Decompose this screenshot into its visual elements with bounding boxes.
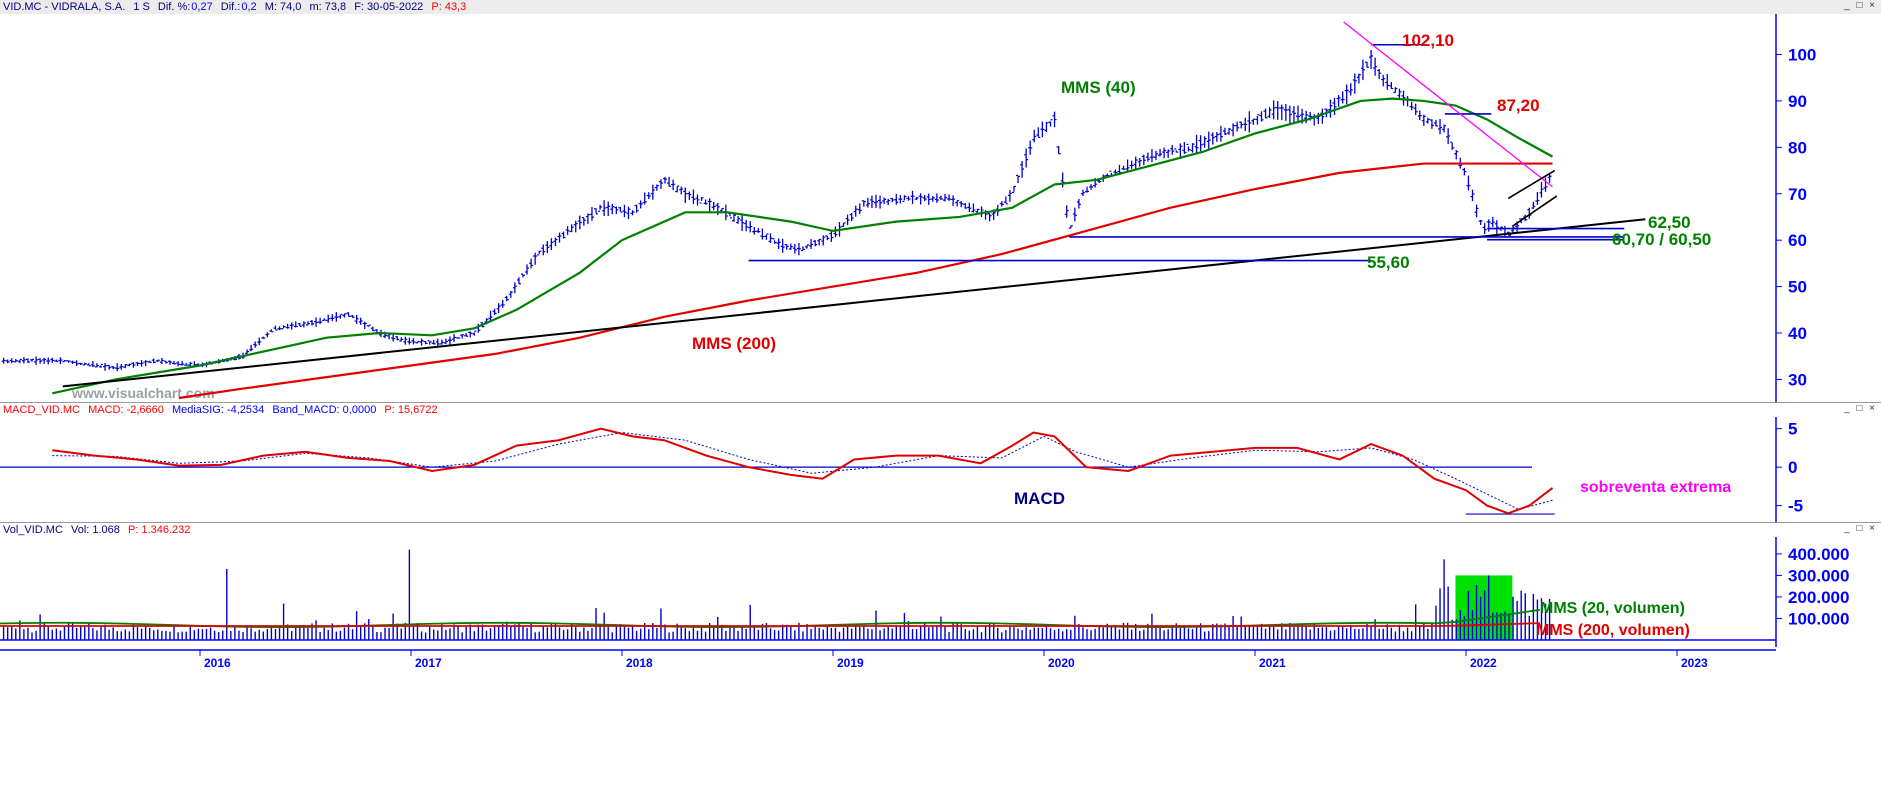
price-y-tick-label: 90 <box>1788 92 1807 111</box>
time-tick-label: 2019 <box>837 656 864 670</box>
symbol-label: VID.MC - VIDRALA, S.A. <box>3 1 126 13</box>
label-vol-mms200: MMS (200, volumen) <box>1536 622 1690 639</box>
macd-name: MACD_VID.MC <box>3 404 81 416</box>
channel-upper <box>1507 169 1556 200</box>
label-87-20: 87,20 <box>1497 96 1540 115</box>
watermark: www.visualchart.com <box>71 385 215 401</box>
long-term-trendline <box>62 218 1646 388</box>
p-label: P: 43,3 <box>431 1 467 13</box>
volume-chart: 100.000 200.000 300.000 400.000 MMS (20, vol… <box>0 537 1849 670</box>
price-y-tick-label: 60 <box>1788 231 1807 250</box>
macd-line <box>52 427 1554 515</box>
dif-pct-value: 0,27 <box>191 1 213 13</box>
macd-y-tick-label: -5 <box>1788 497 1803 516</box>
macd-signal: MediaSIG: -4,2534 <box>171 404 265 416</box>
time-tick-label: 2021 <box>1259 656 1286 670</box>
price-y-tick-label: 70 <box>1788 185 1807 204</box>
macd-y-tick-label: 0 <box>1788 458 1797 477</box>
time-tick-label: 2018 <box>626 656 653 670</box>
label-mms200: MMS (200) <box>692 334 776 353</box>
price-y-tick-label: 40 <box>1788 324 1807 343</box>
period-label: 1 S <box>133 1 150 13</box>
volume-y-tick-label: 100.000 <box>1788 609 1849 628</box>
volume-y-tick-label: 200.000 <box>1788 588 1849 607</box>
label-55-60: 55,60 <box>1367 253 1410 272</box>
time-tick-label: 2023 <box>1681 656 1708 670</box>
vol-name: Vol_VID.MC <box>3 524 63 536</box>
macd-signal-line <box>52 432 1553 510</box>
label-mms40: MMS (40) <box>1061 78 1136 97</box>
macd-p: P: 15,6722 <box>384 404 438 416</box>
label-102-10: 102,10 <box>1402 31 1454 50</box>
time-tick-label: 2022 <box>1470 656 1497 670</box>
min-label: m: 73,8 <box>309 1 347 13</box>
macd-label: MACD <box>1014 489 1065 508</box>
vol-value: Vol: 1.068 <box>70 524 120 536</box>
dif-pct-label: Dif. %: <box>157 1 191 13</box>
dif-value: 0,2 <box>241 1 257 13</box>
price-header: VID.MC - VIDRALA, S.A. 1 S Dif. %:0,27 D… <box>0 0 1881 14</box>
dif-label: Dif.: <box>220 1 241 13</box>
price-chart: 30 40 50 60 70 80 90 100 www.visualchart.com 102,… <box>1 14 1816 402</box>
oversold-label: sobreventa extrema <box>1580 479 1731 496</box>
time-tick-label: 2017 <box>415 656 442 670</box>
macd-value: MACD: -2,6660 <box>88 404 164 416</box>
macd-header: MACD_VID.MC MACD: -2,6660 MediaSIG: -4,2… <box>0 403 1881 417</box>
label-60-70: 60,70 / 60,50 <box>1612 230 1711 249</box>
macd-pane[interactable]: MACD_VID.MC MACD: -2,6660 MediaSIG: -4,2… <box>0 402 1881 523</box>
vol-p: P: 1.346.232 <box>127 524 191 536</box>
label-vol-mms20: MMS (20, volumen) <box>1540 600 1685 617</box>
price-pane[interactable]: VID.MC - VIDRALA, S.A. 1 S Dif. %:0,27 D… <box>0 0 1881 402</box>
volume-header: Vol_VID.MC Vol: 1.068 P: 1.346.232 <box>0 523 1881 537</box>
label-62-50: 62,50 <box>1648 213 1691 232</box>
price-y-tick-label: 100 <box>1788 45 1816 64</box>
max-label: M: 74,0 <box>264 1 302 13</box>
volume-mms20-line <box>0 608 1540 628</box>
price-window-buttons[interactable]: _ □ × <box>1844 0 1877 11</box>
macd-y-tick-label: 5 <box>1788 420 1797 439</box>
macd-window-buttons[interactable]: _ □ × <box>1844 403 1877 414</box>
volume-y-tick-label: 400.000 <box>1788 545 1849 564</box>
date-label: F: 30-05-2022 <box>354 1 424 13</box>
downtrend-line <box>1343 21 1553 188</box>
volume-y-tick-label: 300.000 <box>1788 566 1849 585</box>
macd-chart: 5 0 -5 MACD sobreventa extrema <box>0 417 1803 523</box>
volume-pane[interactable]: Vol_VID.MC Vol: 1.068 P: 1.346.232 _ □ ×… <box>0 522 1881 800</box>
volume-window-buttons[interactable]: _ □ × <box>1844 523 1877 534</box>
price-y-tick-label: 30 <box>1788 370 1807 389</box>
mms40-line <box>52 97 1554 395</box>
macd-band: Band_MACD: 0,0000 <box>272 404 377 416</box>
price-y-tick-label: 80 <box>1788 138 1807 157</box>
time-tick-label: 2020 <box>1048 656 1075 670</box>
volume-mms200-line <box>0 622 1540 627</box>
channel-lower <box>1511 195 1558 227</box>
mms200-line <box>178 162 1553 400</box>
price-y-tick-label: 50 <box>1788 278 1807 297</box>
time-tick-label: 2016 <box>204 656 231 670</box>
